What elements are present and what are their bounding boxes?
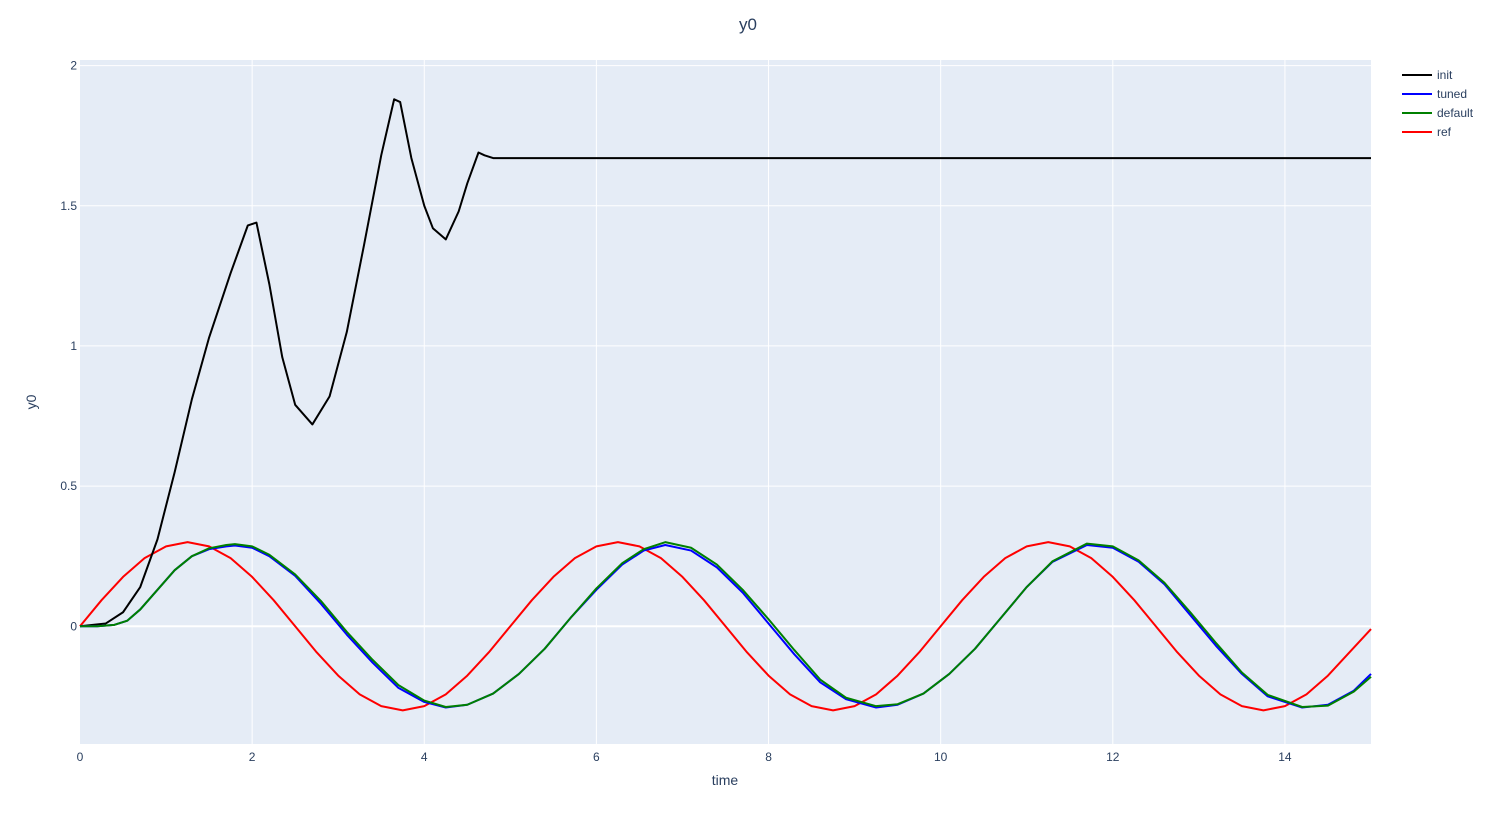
y-tick-label: 0.5 — [60, 479, 77, 493]
legend-label: default — [1437, 106, 1474, 120]
y-tick-label: 1 — [70, 339, 77, 353]
y-tick-label: 2 — [70, 59, 77, 73]
x-tick-label: 8 — [765, 750, 772, 764]
legend-item-ref[interactable]: ref — [1402, 125, 1452, 139]
x-tick-label: 2 — [249, 750, 256, 764]
series-line-init — [79, 98, 1371, 628]
legend-label: tuned — [1437, 87, 1467, 101]
legend[interactable]: init tuned default ref — [1402, 68, 1474, 139]
series-line-default — [80, 541, 1372, 708]
plot-area — [80, 60, 1371, 744]
y-tick-label: 0 — [70, 619, 77, 633]
y-tick-labels: 0 0.5 1 1.5 2 — [60, 59, 77, 634]
x-tick-labels: 0 2 4 6 8 10 12 14 — [77, 750, 1292, 764]
chart-title: y0 — [739, 15, 757, 34]
x-tick-label: 10 — [934, 750, 948, 764]
x-tick-label: 4 — [421, 750, 428, 764]
y-tick-label: 1.5 — [60, 199, 77, 213]
x-tick-label: 6 — [593, 750, 600, 764]
y-axis-label: y0 — [23, 394, 39, 409]
legend-label: init — [1437, 68, 1453, 82]
x-tick-label: 14 — [1278, 750, 1292, 764]
x-gridlines — [251, 60, 1286, 744]
x-axis-label: time — [712, 772, 739, 788]
legend-item-default[interactable]: default — [1402, 106, 1474, 120]
series-line-ref — [79, 541, 1372, 712]
series-layer — [79, 98, 1372, 712]
x-tick-label: 0 — [77, 750, 84, 764]
legend-label: ref — [1437, 125, 1452, 139]
legend-item-tuned[interactable]: tuned — [1402, 87, 1467, 101]
legend-item-init[interactable]: init — [1402, 68, 1453, 82]
series-line-tuned — [80, 543, 1372, 709]
x-tick-label: 12 — [1106, 750, 1120, 764]
